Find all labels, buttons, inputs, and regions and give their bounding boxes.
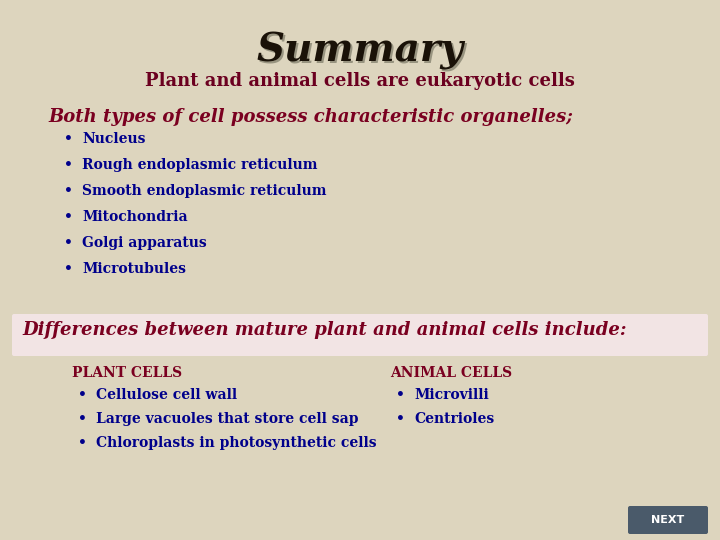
Text: Summary: Summary [256,32,464,70]
Text: ANIMAL CELLS: ANIMAL CELLS [390,366,512,380]
Text: Golgi apparatus: Golgi apparatus [82,236,207,250]
Text: Large vacuoles that store cell sap: Large vacuoles that store cell sap [96,412,359,426]
Text: Differences between mature plant and animal cells include:: Differences between mature plant and ani… [22,321,626,339]
Text: Both types of cell possess characteristic organelles;: Both types of cell possess characteristi… [48,108,573,126]
Text: Chloroplasts in photosynthetic cells: Chloroplasts in photosynthetic cells [96,436,377,450]
Text: Cellulose cell wall: Cellulose cell wall [96,388,237,402]
Text: Nucleus: Nucleus [82,132,145,146]
Text: •: • [63,184,73,198]
Text: •: • [63,158,73,172]
Text: •: • [63,132,73,146]
Text: •: • [63,210,73,224]
Text: •: • [395,388,405,402]
Text: •: • [78,388,86,402]
Text: •: • [78,412,86,426]
Text: Plant and animal cells are eukaryotic cells: Plant and animal cells are eukaryotic ce… [145,72,575,90]
Text: Rough endoplasmic reticulum: Rough endoplasmic reticulum [82,158,318,172]
Text: Centrioles: Centrioles [414,412,494,426]
Text: •: • [78,436,86,450]
Text: Mitochondria: Mitochondria [82,210,188,224]
FancyBboxPatch shape [12,314,708,356]
Text: Summary: Summary [258,34,466,72]
Text: •: • [395,412,405,426]
Text: •: • [63,262,73,276]
Text: PLANT CELLS: PLANT CELLS [72,366,182,380]
Text: Microvilli: Microvilli [414,388,489,402]
FancyBboxPatch shape [628,506,708,534]
Text: NEXT: NEXT [652,515,685,525]
Text: Smooth endoplasmic reticulum: Smooth endoplasmic reticulum [82,184,326,198]
Text: •: • [63,236,73,250]
Text: Microtubules: Microtubules [82,262,186,276]
